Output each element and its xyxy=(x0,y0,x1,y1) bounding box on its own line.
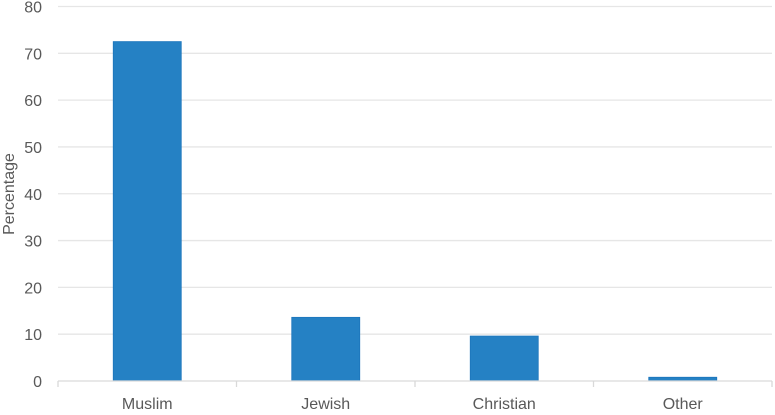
y-tick-label: 50 xyxy=(24,140,42,157)
bar-muslim xyxy=(112,41,182,382)
y-tick-label: 40 xyxy=(24,187,42,204)
y-axis-label: Percentage xyxy=(1,153,18,235)
y-tick-label: 0 xyxy=(33,374,42,391)
y-tick-label: 30 xyxy=(24,234,42,251)
bars xyxy=(112,41,718,382)
y-tick-label: 70 xyxy=(24,46,42,63)
x-axis: Muslim Jewish Christian Other xyxy=(57,380,773,413)
x-tick-label: Other xyxy=(663,396,704,410)
x-tick-label: Christian xyxy=(473,396,536,410)
x-tick-label: Jewish xyxy=(301,396,350,410)
y-tick-label: 20 xyxy=(24,280,42,297)
y-tick-label: 80 xyxy=(24,0,42,17)
y-tick-label: 10 xyxy=(24,327,42,344)
y-tick-label: 60 xyxy=(24,93,42,110)
x-tick-label: Muslim xyxy=(122,396,173,410)
y-axis-ticks: 0 10 20 30 40 50 60 70 80 xyxy=(24,0,42,391)
bar-jewish xyxy=(291,316,361,382)
bar-christian xyxy=(469,335,539,382)
